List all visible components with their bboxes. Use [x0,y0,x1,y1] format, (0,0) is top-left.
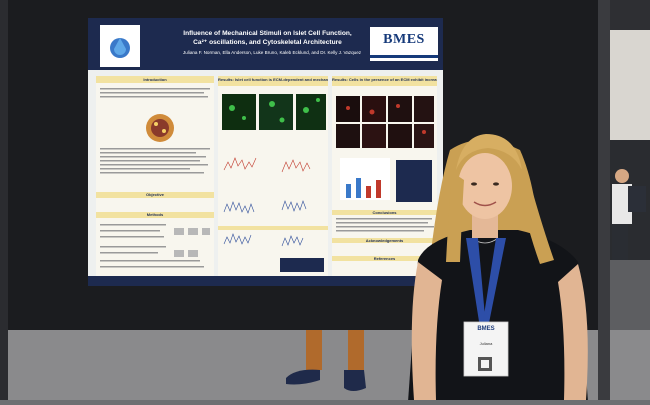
presenter [408,134,588,402]
poster-authors: Juliana F. Norman, Ella Anderson, Luke B… [182,50,362,55]
section-heading-acknowledgements: Acknowledgements [365,238,404,243]
person-behind-board [286,330,366,391]
section-heading-references: References [373,256,396,261]
poster-title: Influence of Mechanical Stimuli on Islet… [160,29,375,47]
badge-person-name: Juliana [479,341,493,346]
poster-title-line-1: Influence of Mechanical Stimuli on Islet… [183,30,352,37]
background-person [612,169,646,260]
section-heading-objective: Objective [145,192,164,197]
bmes-logo: BMES [383,32,425,47]
section-heading-introduction: Introduction [143,77,167,82]
section-heading-methods: Methods [146,212,164,217]
section-heading-results-mid: Results: Islet cell function is ECM-depe… [218,77,328,82]
badge-org-name: BMES [477,326,495,332]
section-heading-results-right: Results: Cells in the presence of an ECM… [332,77,437,82]
name-badge [463,238,509,377]
poster-title-line-2: Ca²⁺ oscillations, and Cytoskeletal Arch… [193,39,342,46]
research-poster [88,18,443,286]
section-heading-conclusions: Conclusions [372,210,397,215]
